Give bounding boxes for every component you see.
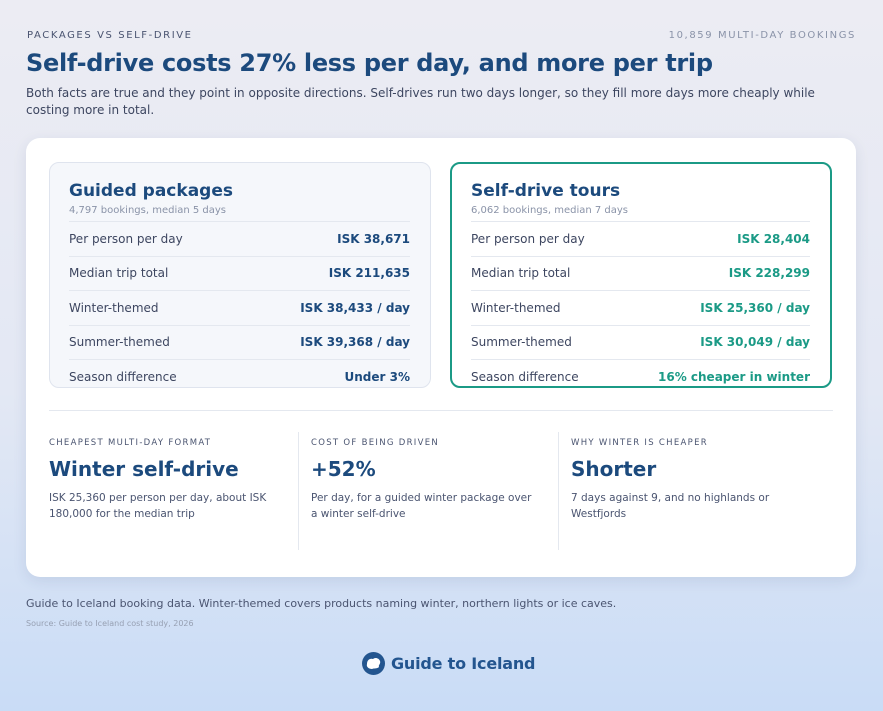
stat-description: Per day, for a guided winter package ove… [311,492,532,520]
table-row: Median trip total ISK 228,299 [471,255,810,291]
stat-cheapest-format: CHEAPEST MULTI-DAY FORMAT Winter self-dr… [49,432,297,550]
row-value: Under 3% [344,369,410,384]
table-row: Per person per day ISK 38,671 [69,221,410,256]
comparison-card: Guided packages 4,797 bookings, median 5… [26,138,856,577]
panel-title: Self-drive tours [471,181,621,201]
logo-text: Guide to Iceland [391,654,536,673]
guided-packages-panel: Guided packages 4,797 bookings, median 5… [49,162,431,388]
panel-subtitle: 6,062 bookings, median 7 days [471,205,629,216]
stat-why-winter-cheaper: WHY WINTER IS CHEAPER Shorter 7 days aga… [558,432,833,550]
row-value: ISK 38,671 [337,231,410,246]
table-row: Median trip total ISK 211,635 [69,255,410,291]
stat-description: ISK 25,360 per person per day, about ISK… [49,492,267,520]
row-value: ISK 39,368 / day [300,335,410,350]
iceland-logo-icon [362,652,385,675]
table-row: Summer-themed ISK 39,368 / day [69,324,410,360]
page-subtitle: Both facts are true and they point in op… [26,86,815,117]
row-label: Median trip total [471,266,571,281]
row-value: ISK 25,360 / day [700,300,810,315]
panel-title: Guided packages [69,181,233,201]
page-title: Self-drive costs 27% less per day, and m… [26,49,713,77]
stat-eyebrow: COST OF BEING DRIVEN [311,438,440,448]
eyebrow-left: PACKAGES VS SELF-DRIVE [27,30,193,41]
row-label: Winter-themed [471,300,561,315]
table-row: Per person per day ISK 28,404 [471,221,810,256]
table-row: Season difference Under 3% [69,359,410,387]
stat-cost-of-being-driven: COST OF BEING DRIVEN +52% Per day, for a… [298,432,558,550]
row-value: ISK 228,299 [728,266,810,281]
section-divider [49,410,833,411]
stat-description: 7 days against 9, and no highlands or We… [571,492,770,520]
source-note: Source: Guide to Iceland cost study, 202… [26,619,194,628]
row-label: Winter-themed [69,300,159,315]
row-label: Median trip total [69,266,169,281]
brand-logo[interactable]: Guide to Iceland [362,652,536,675]
stat-eyebrow: CHEAPEST MULTI-DAY FORMAT [49,438,212,448]
table-row: Winter-themed ISK 25,360 / day [471,290,810,325]
table-row: Season difference 16% cheaper in winter [471,359,810,386]
row-label: Summer-themed [69,335,170,350]
panel-subtitle: 4,797 bookings, median 5 days [69,205,227,216]
table-row: Winter-themed ISK 38,433 / day [69,290,410,325]
row-value: ISK 211,635 [328,266,410,281]
eyebrow-right: 10,859 MULTI-DAY BOOKINGS [668,30,856,41]
table-row: Summer-themed ISK 30,049 / day [471,324,810,360]
row-label: Per person per day [471,231,585,246]
stat-value: Winter self-drive [49,457,239,481]
header-eyebrow-row: PACKAGES VS SELF-DRIVE 10,859 MULTI-DAY … [27,30,856,41]
row-value: ISK 38,433 / day [300,300,410,315]
row-label: Season difference [471,369,579,384]
stat-eyebrow: WHY WINTER IS CHEAPER [571,438,708,448]
row-value: 16% cheaper in winter [658,369,810,384]
row-label: Summer-themed [471,335,572,350]
self-drive-panel: Self-drive tours 6,062 bookings, median … [450,162,832,388]
row-value: ISK 30,049 / day [700,335,810,350]
row-label: Per person per day [69,231,183,246]
footnote: Guide to Iceland booking data. Winter-th… [26,597,617,610]
row-label: Season difference [69,369,177,384]
stat-value: Shorter [571,457,657,481]
row-value: ISK 28,404 [737,231,810,246]
stat-value: +52% [311,457,376,481]
